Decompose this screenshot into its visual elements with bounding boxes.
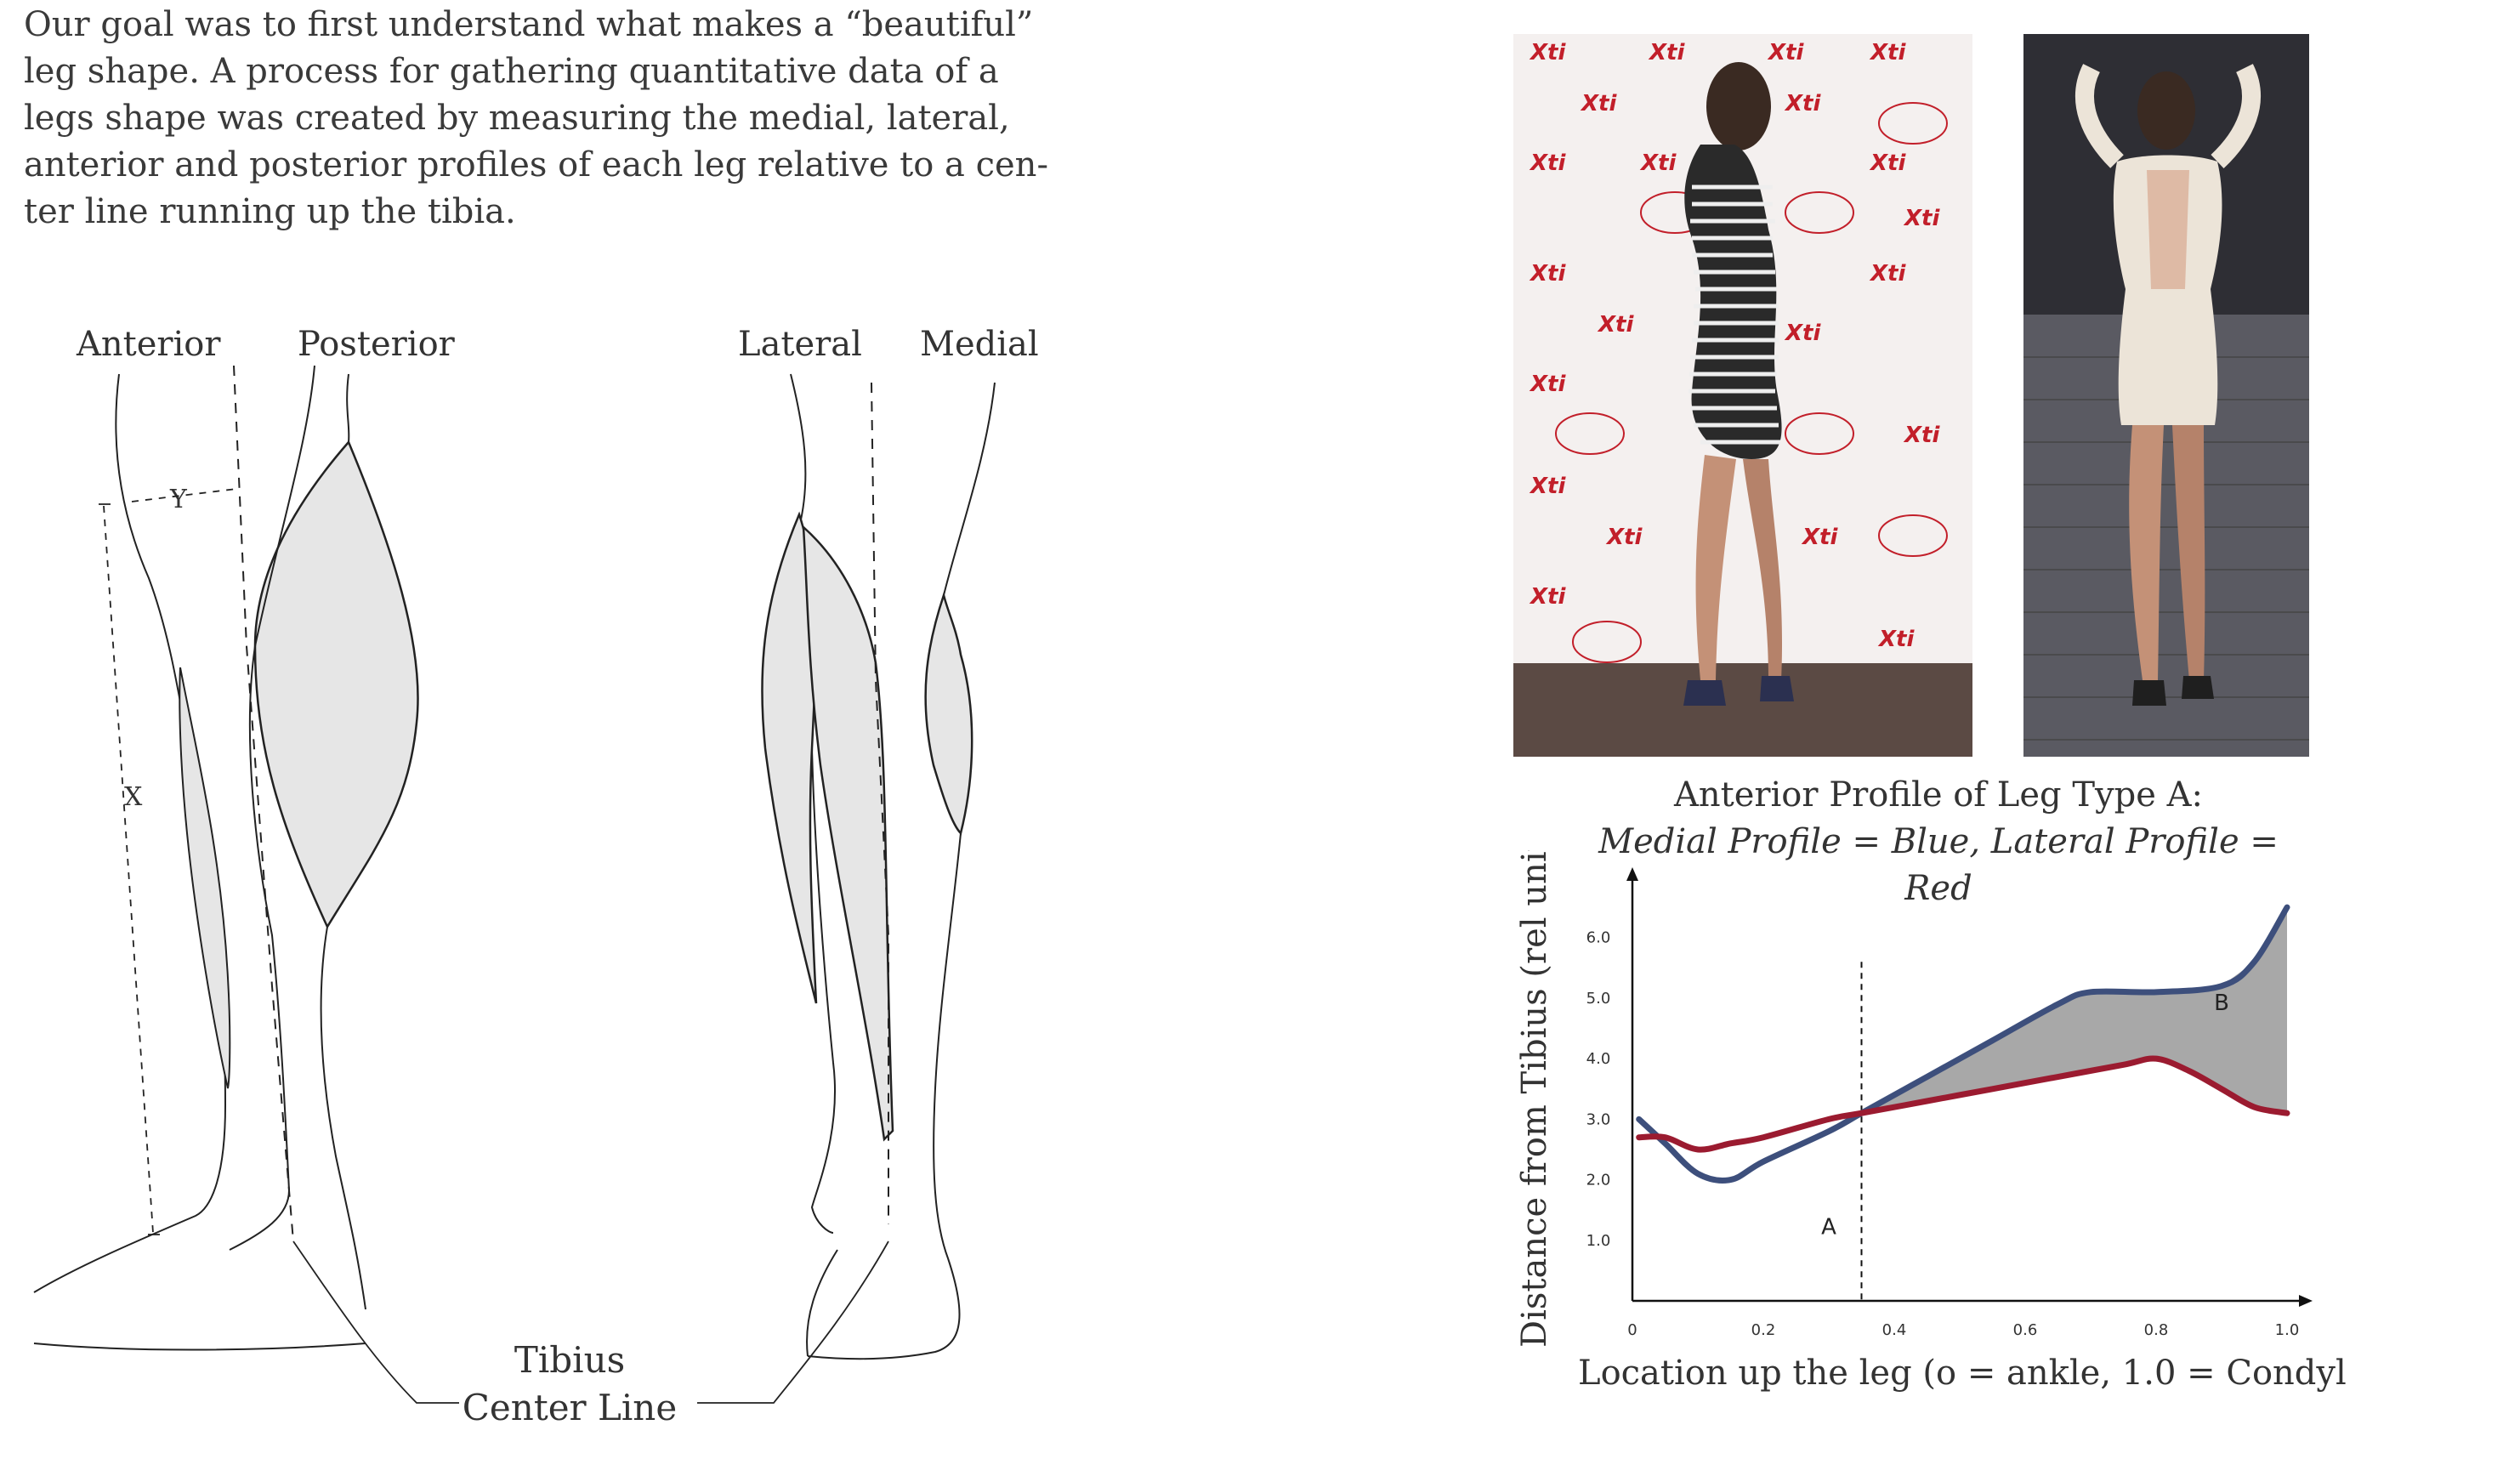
xti-logo: Xti	[1869, 40, 1906, 65]
y-tick-label: 3.0	[1586, 1110, 1611, 1128]
anterior-posterior-leg	[34, 366, 459, 1403]
posterior-calf-muscle	[255, 442, 418, 927]
backdrop-badge	[1556, 413, 1624, 454]
xti-logo: Xti	[1767, 40, 1804, 65]
xti-logo: Xti	[1801, 525, 1838, 550]
person-figure	[1683, 62, 1794, 706]
leg-outline	[321, 927, 366, 1309]
backdrop-badge	[1785, 413, 1853, 454]
xti-logo: Xti	[1784, 91, 1821, 116]
photo-xti-event: Xti Xti Xti Xti Xti Xti Xti Xti Xti Xti …	[1513, 34, 1972, 757]
backdrop-badge	[1785, 192, 1853, 233]
photo-floor	[1513, 663, 1972, 757]
photo-street-art	[2023, 34, 2309, 757]
xti-logo: Xti	[1529, 474, 1566, 499]
backdrop-badge	[1573, 622, 1641, 662]
leg-diagram	[0, 0, 1105, 1459]
y-axis-label: Distance from Tibius (rel units)	[1515, 850, 1554, 1348]
y-dimension-line	[132, 489, 236, 502]
x-tick-label: 0.8	[2144, 1321, 2169, 1339]
y-tick-label: 1.0	[1586, 1232, 1611, 1250]
xti-logo: Xti	[1869, 261, 1906, 287]
backdrop-badge	[1879, 103, 1947, 144]
x-tick-label: 0.2	[1751, 1321, 1776, 1339]
xti-logo: Xti	[1597, 312, 1634, 338]
xti-logo: Xti	[1784, 321, 1821, 346]
xti-logo: Xti	[1529, 372, 1566, 397]
xti-logo: Xti	[1639, 150, 1677, 176]
xti-logo: Xti	[1869, 150, 1906, 176]
leg-outline	[791, 374, 805, 527]
photo-street	[2023, 34, 2309, 757]
lateral-inner-muscle	[803, 527, 893, 1139]
leader-line	[697, 1241, 888, 1403]
y-tick-label: 5.0	[1586, 990, 1611, 1008]
x-tick-label: 0.6	[2013, 1321, 2038, 1339]
foot-outline	[34, 1343, 366, 1350]
xti-logo: Xti	[1648, 40, 1685, 65]
leader-line	[293, 1241, 459, 1403]
y-tick-label: 6.0	[1586, 929, 1611, 947]
y-axis-arrow	[1626, 867, 1638, 881]
anterior-muscle	[179, 667, 230, 1088]
chart-title-line1: Anterior Profile of Leg Type A:	[1564, 772, 2313, 819]
plot-area: 0 0.2 0.4 0.6 0.8 1.0 1.0 2.0 3.0 4.0 5.0 6.0 A B	[1586, 867, 2313, 1339]
x-tick-label: 1.0	[2275, 1321, 2300, 1339]
xti-logo: Xti	[1529, 150, 1566, 176]
x-dimension-line	[104, 506, 153, 1233]
y-tick-label: 4.0	[1586, 1050, 1611, 1068]
x-dimension-tick	[99, 504, 160, 1235]
leg-outline	[944, 383, 995, 595]
medial-muscle	[926, 595, 973, 833]
xti-logo: Xti	[1877, 627, 1915, 652]
x-tick-label: 0	[1627, 1321, 1637, 1339]
backdrop-badge	[1879, 515, 1947, 556]
y-tick-label: 2.0	[1586, 1172, 1611, 1189]
xti-logo: Xti	[1529, 584, 1566, 610]
xti-logo: Xti	[1580, 91, 1617, 116]
xti-logo: Xti	[1903, 206, 1940, 231]
xti-logo: Xti	[1903, 423, 1940, 448]
region-label-b: B	[2214, 991, 2229, 1016]
region-label-a: A	[1821, 1215, 1836, 1240]
xti-logo: Xti	[1529, 40, 1566, 65]
xti-logo: Xti	[1605, 525, 1643, 550]
x-axis-label: Location up the leg (o = ankle, 1.0 = Co…	[1578, 1354, 2347, 1393]
xti-logo: Xti	[1529, 261, 1566, 287]
profile-line-chart: Distance from Tibius (rel units) Locatio…	[1496, 850, 2347, 1411]
lateral-medial-leg	[697, 374, 995, 1403]
x-axis-arrow	[2299, 1295, 2313, 1307]
leg-outline	[347, 374, 349, 442]
x-tick-label: 0.4	[1882, 1321, 1907, 1339]
photo-xti-event-art: Xti Xti Xti Xti Xti Xti Xti Xti Xti Xti …	[1513, 34, 1972, 757]
